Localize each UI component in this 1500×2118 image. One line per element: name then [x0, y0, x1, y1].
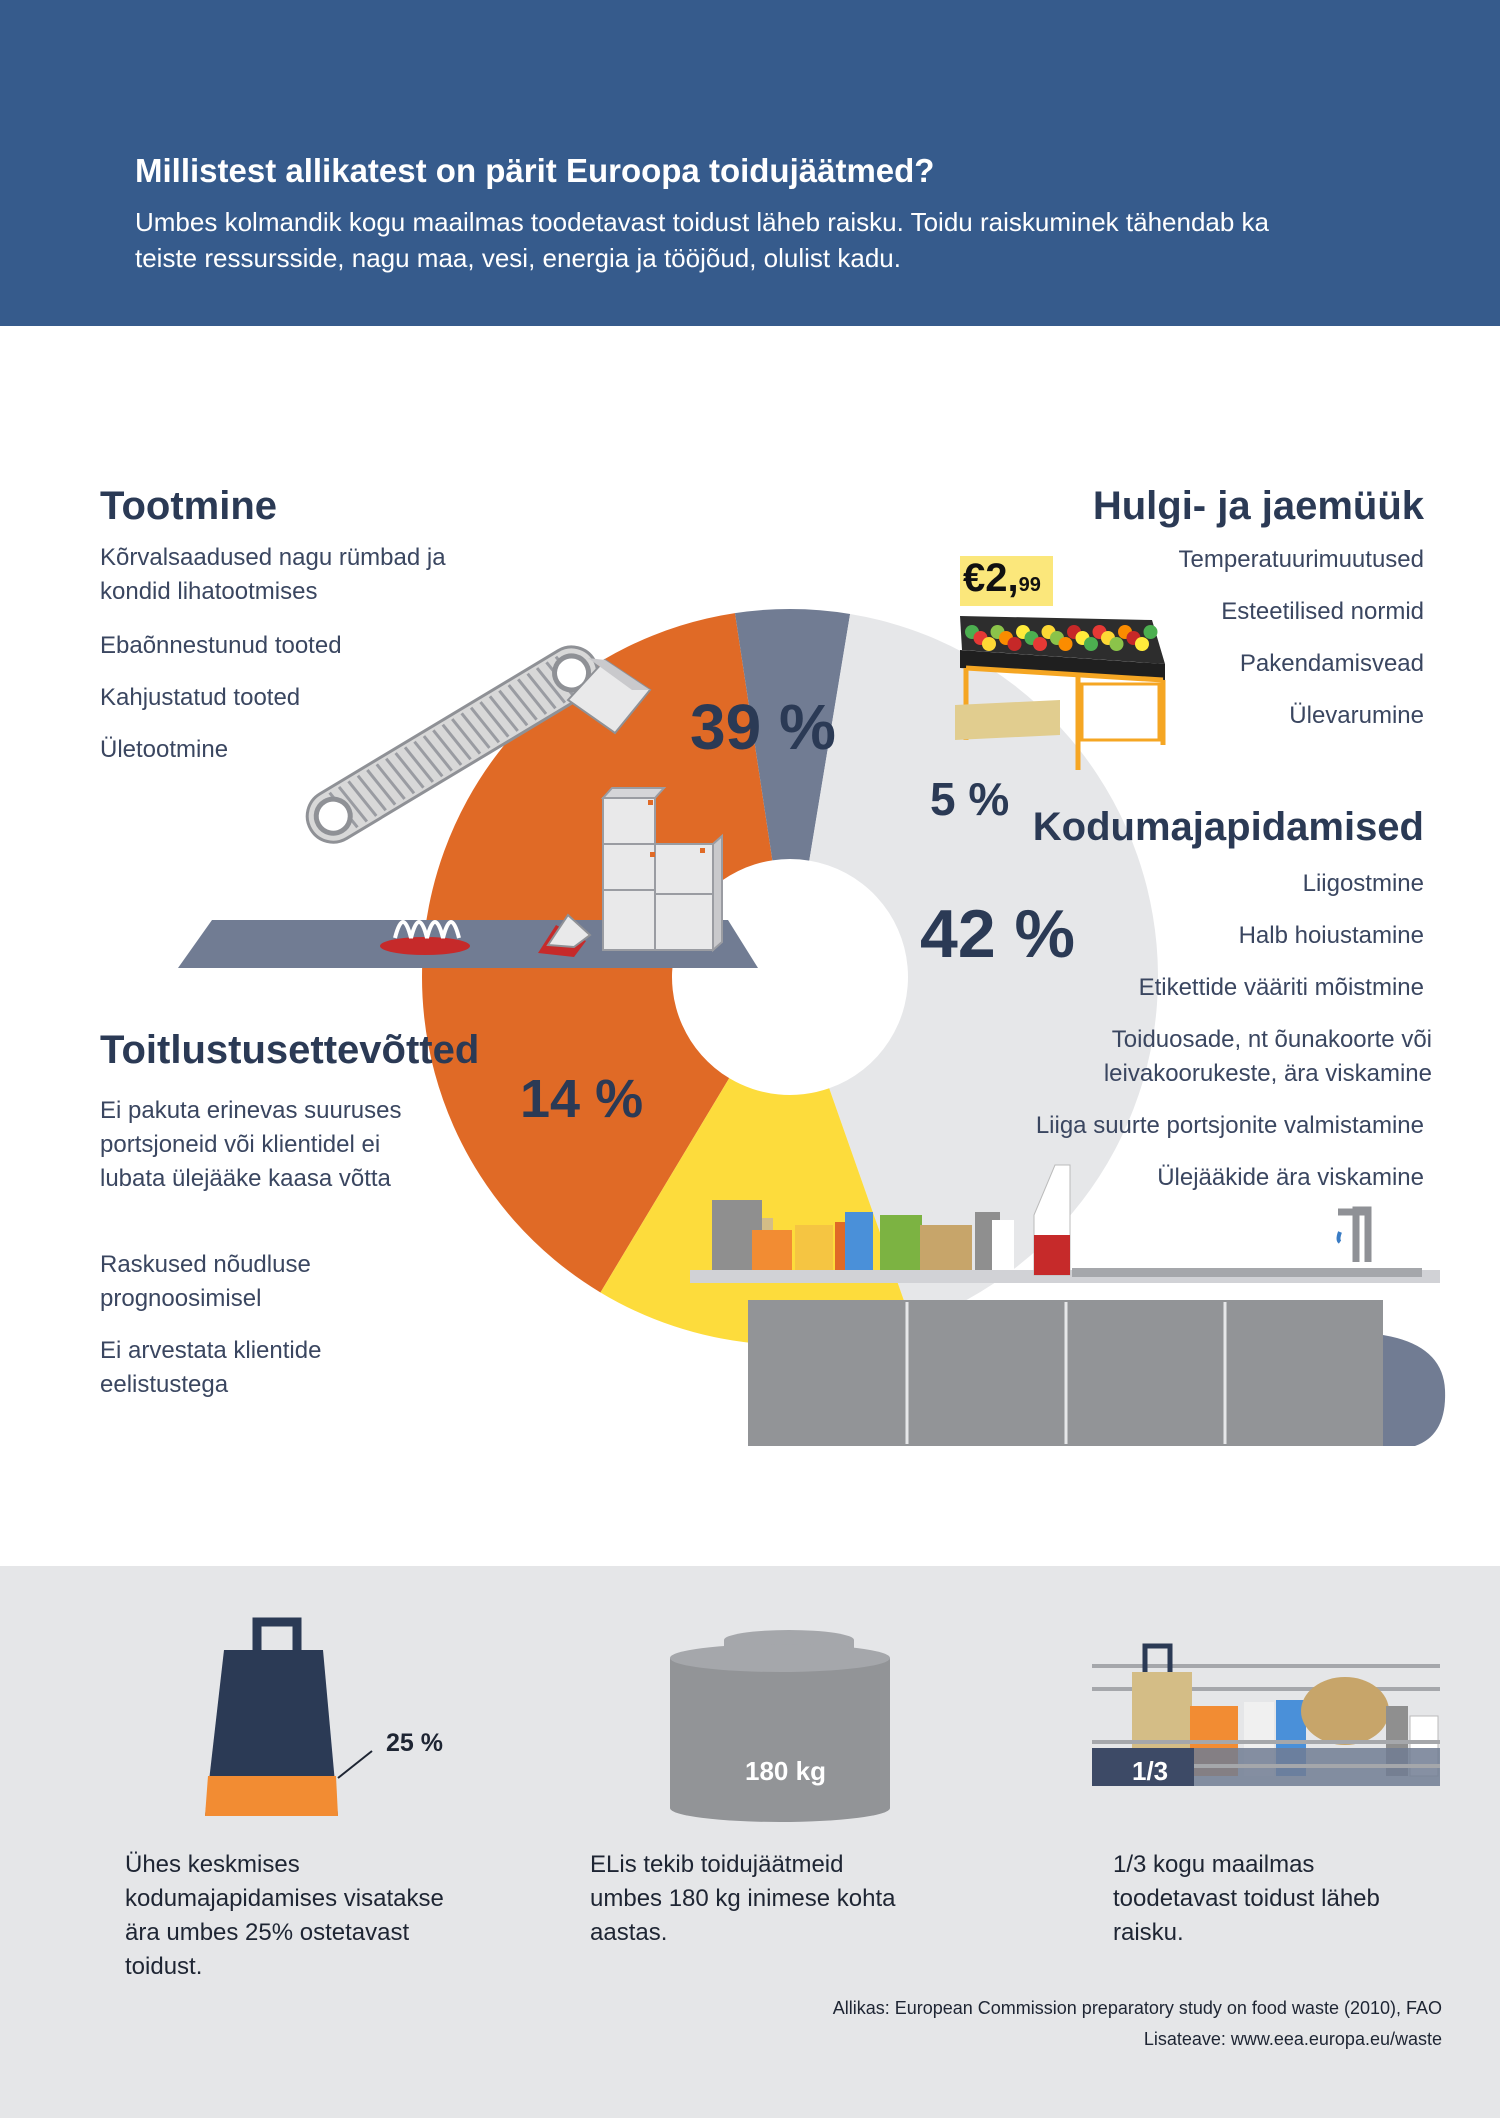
groceries-shelf-icon — [1092, 1643, 1440, 1786]
header-banner: Millistest allikatest on pärit Euroopa t… — [0, 0, 1500, 326]
household-item: Etikettide vääriti mõistmine — [1138, 974, 1424, 1001]
market-stall-illustration — [955, 556, 1166, 770]
pct-label-households: 42 % — [920, 896, 1075, 972]
retail-item: Temperatuurimuutused — [1178, 546, 1424, 573]
shopping-bag-icon — [205, 1617, 373, 1816]
footer-icons — [205, 1617, 1440, 1822]
stat-text-barrel: ELis tekib toidujäätmeid umbes 180 kg in… — [590, 1851, 896, 1946]
household-item: Liigostmine — [1302, 870, 1424, 897]
page-title: Millistest allikatest on pärit Euroopa t… — [135, 152, 935, 189]
stat-label-barrel: 180 kg — [745, 1756, 826, 1786]
page-subtitle: Umbes kolmandik kogu maailmas toodetavas… — [135, 207, 1270, 273]
household-item: Ülejääkide ära viskamine — [1157, 1164, 1424, 1191]
slice-retail — [734, 608, 851, 861]
conveyor-illustration — [178, 645, 758, 968]
source-note: Allikas: European Commission preparatory… — [832, 1998, 1442, 2018]
slice-households — [809, 613, 1158, 1325]
price-tag: €2,99 — [963, 556, 1041, 601]
stat-text-shelf: 1/3 kogu maailmas toodetavast toidust lä… — [1113, 1851, 1380, 1946]
catering-item: Raskused nõudluse prognoosimisel — [100, 1251, 311, 1312]
donut-chart — [178, 556, 1446, 1446]
household-item: Liiga suurte portsjonite valmistamine — [1035, 1112, 1424, 1139]
catering-item: Ei pakuta erinevas suuruses portsjoneid … — [100, 1097, 402, 1192]
stat-label-bag: 25 % — [386, 1729, 443, 1757]
section-title-retail: Hulgi- ja jaemüük — [1092, 484, 1424, 528]
section-title-households: Kodumajapidamised — [1032, 805, 1424, 849]
pct-label-catering: 14 % — [520, 1069, 644, 1129]
stat-label-shelf: 1/3 — [1132, 1756, 1169, 1786]
production-item: Kõrvalsaadused nagu rümbad ja kondid lih… — [100, 544, 446, 605]
pct-label-production: 39 % — [690, 691, 836, 763]
price-cents: 99 — [1018, 574, 1041, 596]
price-main: €2, — [963, 556, 1019, 600]
waste-barrel-icon — [670, 1630, 890, 1822]
production-item: Kahjustatud tooted — [100, 684, 301, 711]
household-item: Halb hoiustamine — [1238, 922, 1424, 949]
stat-text-bag: Ühes keskmises kodumajapidamises visatak… — [125, 1851, 444, 1980]
footer-panel: 25 % 180 kg 1/3 Ühes keskmises kodumajap… — [0, 1566, 1500, 2118]
catering-item: Ei arvestata klientide eelistustega — [100, 1337, 322, 1398]
kitchen-illustration — [690, 1164, 1446, 1446]
retail-item: Ülevarumine — [1289, 702, 1424, 729]
donut-slices — [422, 608, 1158, 1345]
section-title-production: Tootmine — [100, 484, 278, 528]
retail-item: Esteetilised normid — [1221, 598, 1424, 625]
more-info-link[interactable]: Lisateave: www.eea.europa.eu/waste — [1143, 2029, 1442, 2049]
household-item: Toiduosade, nt õunakoorte või leivakooru… — [1103, 1026, 1432, 1087]
production-item: Ebaõnnestunud tooted — [100, 632, 342, 659]
production-item: Ületootmine — [100, 736, 229, 763]
retail-item: Pakendamisvead — [1239, 650, 1424, 677]
section-title-catering: Toitlustusettevõtted — [100, 1028, 480, 1072]
pct-label-retail: 5 % — [930, 773, 1010, 825]
